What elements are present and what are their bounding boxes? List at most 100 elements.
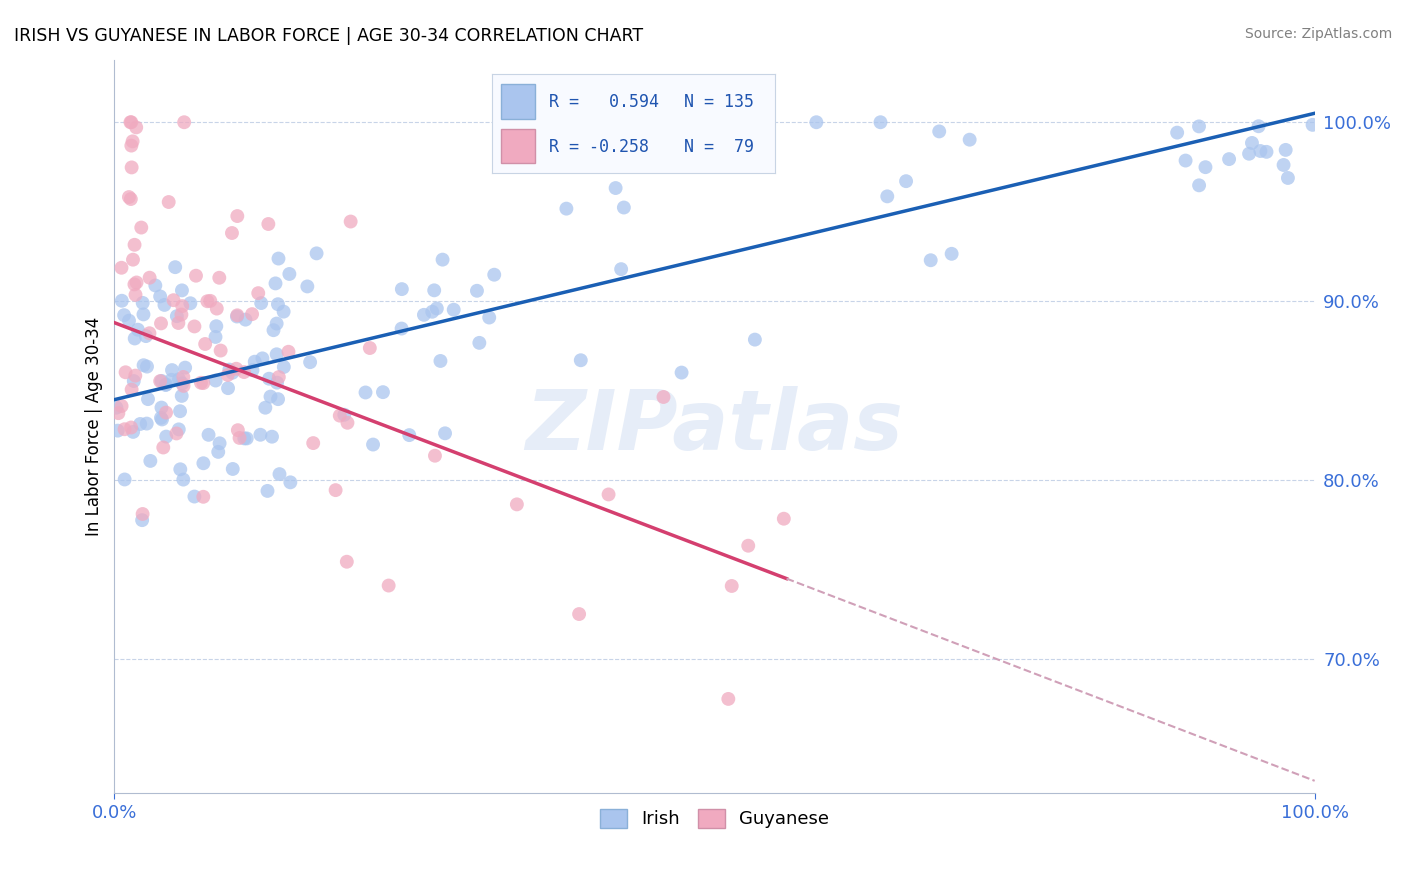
Point [1256,145,1278,159]
Point [149,374,172,388]
Point [149,289,172,303]
Point [217,368,239,382]
Point [110,399,132,413]
Point [132,307,155,321]
Point [1166,126,1188,140]
Point [172,473,194,487]
Point [124,331,146,345]
Point [361,437,384,451]
Point [1274,143,1296,157]
Point [1174,153,1197,168]
Point [506,497,529,511]
Point [260,430,283,444]
Point [325,483,347,497]
Point [806,115,828,129]
Point [333,408,356,422]
Point [209,343,232,358]
Point [170,389,193,403]
Point [420,305,443,319]
Point [434,426,457,441]
Point [170,284,193,298]
Point [228,431,250,445]
Point [920,253,942,268]
Legend: Irish, Guyanese: Irish, Guyanese [592,802,837,836]
Point [149,410,172,425]
Point [118,190,141,204]
Point [277,344,299,359]
Point [129,417,152,431]
Point [613,201,636,215]
Point [184,268,207,283]
Point [193,490,215,504]
Point [205,301,228,316]
Point [605,181,627,195]
Point [432,252,454,267]
Point [267,297,290,311]
Point [297,279,319,293]
Point [737,539,759,553]
Point [254,401,277,415]
Point [443,302,465,317]
Point [111,293,134,308]
Point [165,260,187,275]
Point [1237,146,1260,161]
Point [114,473,136,487]
Point [155,429,177,443]
Point [204,330,226,344]
Point [478,310,501,325]
Point [371,385,394,400]
Point [876,189,898,203]
Point [267,252,290,266]
Text: Source: ZipAtlas.com: Source: ZipAtlas.com [1244,27,1392,41]
Point [160,363,183,377]
Point [256,483,278,498]
Point [150,401,173,415]
Point [250,296,273,310]
Point [717,692,740,706]
Point [221,226,243,240]
Point [235,312,257,326]
Point [204,374,226,388]
Point [959,133,981,147]
Point [354,385,377,400]
Point [124,237,146,252]
Point [124,368,146,383]
Point [169,404,191,418]
Point [280,475,302,490]
Point [267,392,290,406]
Point [120,192,142,206]
Point [568,607,591,621]
Point [941,247,963,261]
Point [249,427,271,442]
Point [336,555,359,569]
Point [240,307,263,321]
Point [329,409,352,423]
Point [569,353,592,368]
Point [139,454,162,468]
Point [167,372,190,386]
Point [165,426,187,441]
Point [121,134,143,148]
Point [465,284,488,298]
Point [267,370,290,384]
Point [299,355,322,369]
Point [266,376,288,390]
Point [252,351,274,366]
Point [112,308,135,322]
Point [114,422,136,436]
Point [266,347,288,361]
Point [610,262,633,277]
Y-axis label: In Labor Force | Age 30-34: In Labor Force | Age 30-34 [86,317,103,536]
Point [426,301,449,316]
Point [120,138,142,153]
Point [131,513,153,527]
Point [273,359,295,374]
Point [247,286,270,301]
Point [136,359,159,374]
Point [413,308,436,322]
Point [257,372,280,386]
Point [928,124,950,138]
Point [167,422,190,436]
Point [205,319,228,334]
Point [208,270,231,285]
